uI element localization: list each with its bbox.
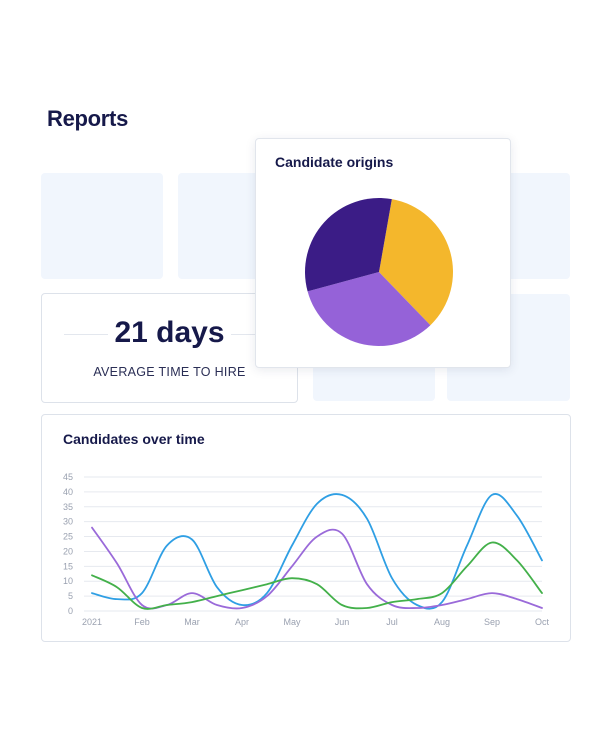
y-tick-label: 35	[63, 502, 73, 512]
y-tick-label: 30	[63, 517, 73, 527]
series-line[interactable]	[91, 541, 543, 610]
x-tick-label: Apr	[235, 617, 249, 627]
stat-label: AVERAGE TIME TO HIRE	[93, 365, 246, 379]
y-tick-label: 10	[63, 576, 73, 586]
card-title: Candidate origins	[275, 154, 394, 170]
x-tick-label: Jun	[335, 617, 350, 627]
x-tick-label: Aug	[434, 617, 450, 627]
y-tick-label: 0	[68, 606, 73, 616]
stat-value: 21 days	[42, 316, 297, 350]
divider	[225, 334, 275, 335]
x-tick-label: Mar	[184, 617, 200, 627]
pie-slice[interactable]	[305, 197, 392, 292]
x-tick-label: Feb	[134, 617, 150, 627]
candidates-over-time-card[interactable]: Candidates over time 0 5 10 15 20 25 30 35 40 45 2…	[41, 414, 571, 642]
card-title: Candidates over time	[63, 431, 205, 447]
y-tick-label: 20	[63, 546, 73, 556]
y-tick-label: 45	[63, 472, 73, 482]
placeholder-tile	[41, 173, 163, 279]
time-to-hire-card[interactable]: 21 days AVERAGE TIME TO HIRE	[41, 293, 298, 403]
x-tick-label: Sep	[484, 617, 500, 627]
x-tick-label: Oct	[535, 617, 550, 627]
y-tick-label: 40	[63, 487, 73, 497]
x-tick-label: Jul	[386, 617, 398, 627]
x-tick-label: May	[283, 617, 301, 627]
candidates-line-chart: 0 5 10 15 20 25 30 35 40 45 2021 Feb Mar Apr May Jun Jul…	[63, 472, 550, 627]
divider	[64, 334, 114, 335]
pie-slice[interactable]	[307, 272, 431, 346]
origins-pie-chart	[305, 197, 453, 346]
stat-value-text: 21 days	[108, 316, 231, 349]
series-line[interactable]	[91, 493, 543, 610]
page-title: Reports	[47, 106, 129, 131]
y-tick-label: 25	[63, 532, 73, 542]
pie-slice[interactable]	[379, 199, 453, 326]
y-tick-label: 15	[63, 561, 73, 571]
y-tick-label: 5	[68, 591, 73, 601]
x-tick-label: 2021	[82, 617, 102, 627]
candidate-origins-card[interactable]: Candidate origins	[255, 138, 511, 368]
